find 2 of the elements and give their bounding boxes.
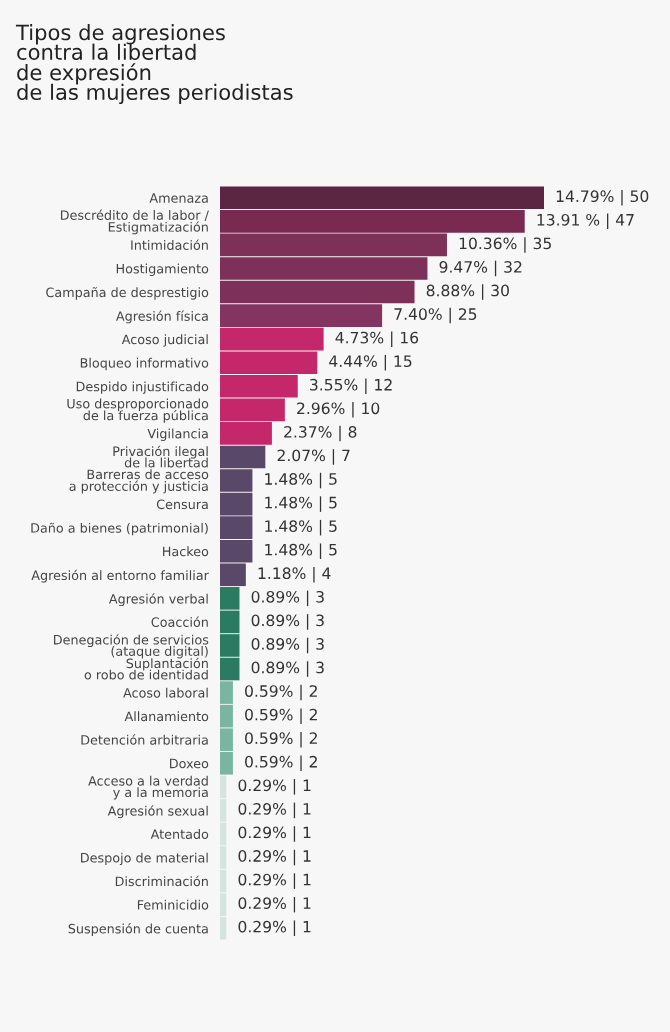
bar — [220, 186, 544, 210]
chart-title: Tipos de agresiones contra la libertad de expresión de las mujeres periodistas — [15, 24, 293, 105]
